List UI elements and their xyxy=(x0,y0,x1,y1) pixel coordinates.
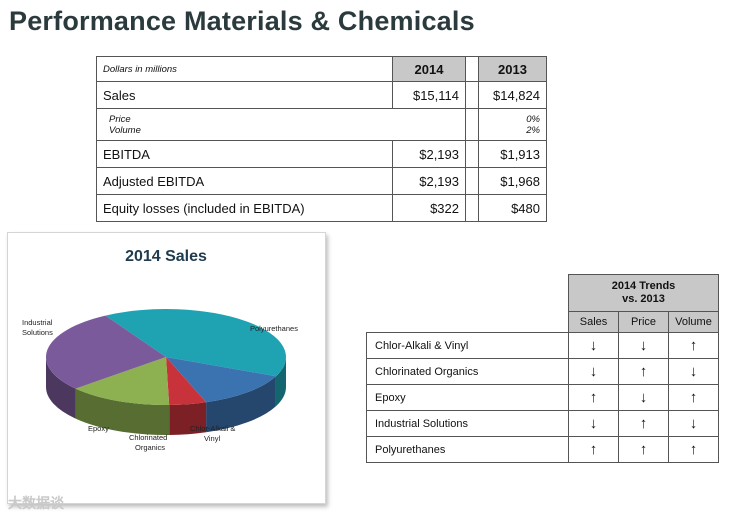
unit-label: Dollars in millions xyxy=(96,56,393,82)
chart-title: 2014 Sales xyxy=(125,248,207,265)
pie-depth-layer xyxy=(46,357,286,435)
row-label: Equity losses (included in EBITDA) xyxy=(96,194,393,222)
pie-slice-polyurethanes xyxy=(105,309,287,377)
year-2014-header: 2014 xyxy=(392,56,466,82)
value-2014: $2,193 xyxy=(392,167,466,195)
header-blank xyxy=(366,311,569,333)
page-title: Performance Materials & Chemicals xyxy=(9,6,475,36)
year-2013-header: 2013 xyxy=(478,56,547,82)
trend-row-chlorinated-organics: Chlorinated Organics ↓ ↑ ↓ xyxy=(366,358,719,385)
financial-header-row: Dollars in millions 2014 2013 xyxy=(96,56,547,82)
label-chlorinated-line2: Organics xyxy=(135,443,165,452)
label-chlorinated-line1: Chlorinated xyxy=(129,433,167,442)
column-price: Price xyxy=(618,311,669,333)
sales-row: Sales $15,114 $14,824 xyxy=(96,81,547,109)
label-chlor-alkali-line2: Vinyl xyxy=(204,434,220,443)
label-polyurethanes: Polyurethanes xyxy=(250,324,298,333)
volume-arrow: ↓ xyxy=(668,358,719,385)
value-2014: $2,193 xyxy=(392,140,466,168)
sales-pie-chart: 2014 Sales Polyurethanes Chlor-Alkali & … xyxy=(22,248,298,452)
trend-row-industrial-solutions: Industrial Solutions ↓ ↑ ↓ xyxy=(366,410,719,437)
sales-pie-chart-card: 2014 Sales Polyurethanes Chlor-Alkali & … xyxy=(7,232,326,504)
column-gap xyxy=(465,108,479,141)
sales-arrow: ↑ xyxy=(568,384,619,411)
pie-top-layer xyxy=(45,309,287,405)
segment-name: Epoxy xyxy=(366,384,569,411)
pie-slice-chlor-alkali-vinyl xyxy=(166,357,276,403)
trends-column-row: Sales Price Volume xyxy=(366,311,719,333)
column-gap xyxy=(465,194,479,222)
column-gap xyxy=(465,167,479,195)
sales-arrow: ↓ xyxy=(568,332,619,359)
label-epoxy: Epoxy xyxy=(88,424,109,433)
segment-name: Chlorinated Organics xyxy=(366,358,569,385)
financial-table: Dollars in millions 2014 2013 Sales $15,… xyxy=(96,56,547,222)
pie-side-polyurethanes xyxy=(275,357,286,407)
pie-slice-epoxy xyxy=(75,357,170,405)
pie-labels: Polyurethanes Chlor-Alkali & Vinyl Chlor… xyxy=(22,318,298,452)
price-arrow: ↓ xyxy=(618,384,669,411)
sales-arrow: ↓ xyxy=(568,358,619,385)
price-arrow: ↑ xyxy=(618,358,669,385)
pie-side-industrial-solutions xyxy=(46,357,76,419)
value-2013: $14,824 xyxy=(478,81,547,109)
ebitda-row: EBITDA $2,193 $1,913 xyxy=(96,140,547,168)
column-gap xyxy=(465,56,479,82)
volume-arrow: ↑ xyxy=(668,436,719,463)
trends-header: 2014 Trends vs. 2013 xyxy=(568,274,719,312)
price-arrow: ↑ xyxy=(618,436,669,463)
value-2013: $1,913 xyxy=(478,140,547,168)
label-industrial-line1: Industrial xyxy=(22,318,53,327)
volume-arrow: ↑ xyxy=(668,332,719,359)
price-arrow: ↑ xyxy=(618,410,669,437)
column-gap xyxy=(465,140,479,168)
pie-slice-industrial-solutions xyxy=(45,315,167,389)
pie-side-chlorinated-organics xyxy=(169,402,207,435)
column-volume: Volume xyxy=(668,311,719,333)
label-chlor-alkali-line1: Chlor-Alkali & xyxy=(190,424,235,433)
price-arrow: ↓ xyxy=(618,332,669,359)
price-label: Price xyxy=(109,113,131,125)
sub-values-2013: 0% 2% xyxy=(478,108,547,141)
pie-side-chlor-alkali-vinyl xyxy=(206,376,276,433)
pie-side-epoxy xyxy=(75,388,170,435)
volume-arrow: ↓ xyxy=(668,410,719,437)
row-label: Adjusted EBITDA xyxy=(96,167,393,195)
row-label: Sales xyxy=(96,81,393,109)
column-gap xyxy=(465,81,479,109)
trend-row-polyurethanes: Polyurethanes ↑ ↑ ↑ xyxy=(366,436,719,463)
pie-slice-chlorinated-organics xyxy=(166,357,207,405)
price-value: 0% xyxy=(526,113,540,125)
segment-name: Chlor-Alkali & Vinyl xyxy=(366,332,569,359)
equity-losses-row: Equity losses (included in EBITDA) $322 … xyxy=(96,194,547,222)
price-volume-row: Price Volume 0% 2% xyxy=(96,108,547,141)
segment-name: Industrial Solutions xyxy=(366,410,569,437)
value-2014: $322 xyxy=(392,194,466,222)
value-2014: $15,114 xyxy=(392,81,466,109)
trends-header-line2: vs. 2013 xyxy=(622,293,665,305)
column-sales: Sales xyxy=(568,311,619,333)
watermark: 大数据谈 xyxy=(8,495,64,511)
volume-label: Volume xyxy=(109,124,141,136)
trends-header-line1: 2014 Trends xyxy=(611,280,676,292)
trends-header-row: 2014 Trends vs. 2013 xyxy=(366,274,719,312)
segment-name: Polyurethanes xyxy=(366,436,569,463)
sales-arrow: ↓ xyxy=(568,410,619,437)
value-2013: $480 xyxy=(478,194,547,222)
volume-value: 2% xyxy=(526,124,540,136)
value-2013: $1,968 xyxy=(478,167,547,195)
trend-row-epoxy: Epoxy ↑ ↓ ↑ xyxy=(366,384,719,411)
label-industrial-line2: Solutions xyxy=(22,328,53,337)
volume-arrow: ↑ xyxy=(668,384,719,411)
sub-labels: Price Volume xyxy=(96,108,466,141)
trends-table: 2014 Trends vs. 2013 Sales Price Volume … xyxy=(366,274,719,463)
sales-arrow: ↑ xyxy=(568,436,619,463)
row-label: EBITDA xyxy=(96,140,393,168)
header-blank xyxy=(366,274,569,312)
trend-row-chlor-alkali: Chlor-Alkali & Vinyl ↓ ↓ ↑ xyxy=(366,332,719,359)
adjusted-ebitda-row: Adjusted EBITDA $2,193 $1,968 xyxy=(96,167,547,195)
